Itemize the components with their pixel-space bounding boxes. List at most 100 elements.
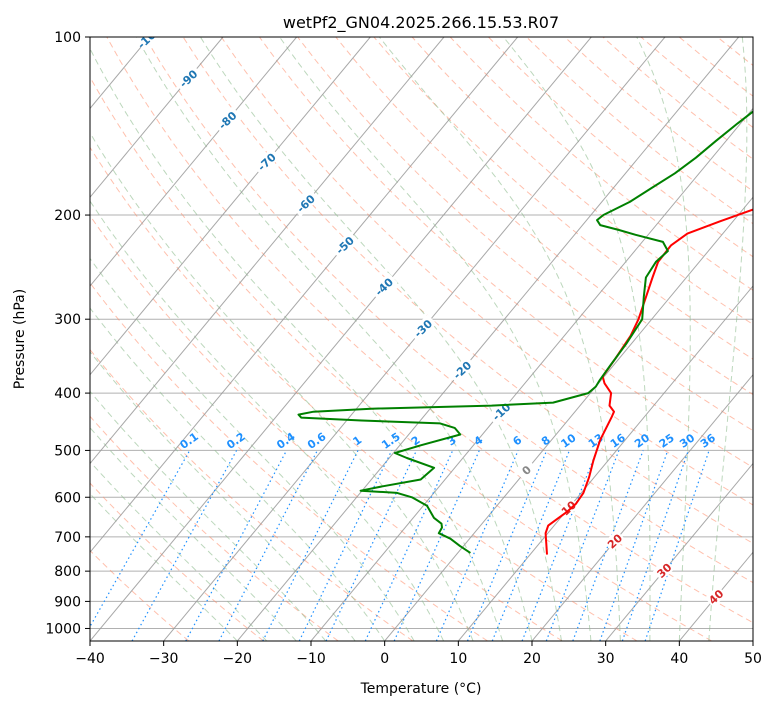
y-tick-label: 700 — [54, 530, 81, 546]
mixing-ratio-label: 0.6 — [305, 430, 329, 452]
mixing-ratio-label: 20 — [632, 431, 652, 451]
isotherm-label: -20 — [447, 356, 476, 384]
y-axis-label: Pressure (hPa) — [12, 289, 28, 389]
isotherm-label: -10 — [487, 397, 515, 425]
isotherm-label: -90 — [174, 64, 202, 92]
x-tick-label: 0 — [380, 651, 389, 667]
isotherm-line — [90, 37, 298, 287]
isotherm-line — [90, 37, 592, 641]
dry-adiabat-line — [90, 76, 712, 641]
x-tick-label: 40 — [670, 651, 688, 667]
x-tick-label: −30 — [149, 651, 179, 667]
isotherm-line — [90, 37, 224, 199]
mixing-ratio-line — [466, 450, 548, 641]
dry-adiabat-line — [90, 282, 488, 641]
y-tick-label: 400 — [54, 386, 81, 402]
dry-adiabat-line — [716, 37, 753, 67]
isotherm-line — [457, 285, 753, 641]
line-labels: 0.1 0.2 0.4 0.6 1 1.5 2 3 4 6 8 10 13 16 20 25 30 36-100-… — [135, 37, 727, 608]
moist-adiabat-line — [90, 307, 386, 641]
mixing-ratio-label: 36 — [698, 431, 718, 451]
moist-adiabat-line — [279, 37, 592, 641]
plot-frame — [89, 36, 754, 642]
mixing-ratio-label: 1 — [350, 433, 364, 448]
dry-adiabat-line — [678, 37, 753, 97]
dry-adiabat-line — [335, 37, 753, 396]
x-tick-label: −40 — [75, 651, 105, 667]
isotherm-line — [90, 37, 445, 465]
isotherm-label: -60 — [291, 189, 320, 217]
isotherm-line — [678, 551, 753, 641]
isotherm-line — [310, 107, 753, 641]
isotherm-line — [90, 37, 371, 376]
dry-adiabat-line — [640, 37, 753, 129]
chart-title: wetPf2_GN04.2025.266.15.53.R07 — [283, 13, 559, 33]
dry-adiabat-line — [220, 37, 753, 506]
mixing-ratio-line — [491, 450, 570, 641]
y-tick-label: 600 — [54, 490, 81, 506]
mixing-ratio-line — [621, 450, 689, 641]
y-tick-label: 300 — [54, 312, 81, 328]
isotherm-line — [90, 37, 519, 554]
dry-adiabat-line — [90, 482, 264, 641]
axes: −40 −30 −20 −10 0 10 20 30 40 5010020030040050060… — [45, 30, 762, 667]
moist-adiabat-line — [90, 390, 327, 641]
x-tick-label: −20 — [223, 651, 253, 667]
y-tick-label: 800 — [54, 564, 81, 580]
x-tick-label: 30 — [597, 651, 615, 667]
mixing-ratio-line — [521, 450, 598, 641]
mixing-ratio-line — [90, 450, 191, 628]
x-tick-label: 10 — [449, 651, 467, 667]
dry-adiabat-line — [106, 37, 753, 624]
moist-adiabat-line — [90, 131, 474, 641]
y-tick-label: 500 — [54, 443, 81, 459]
moist-adiabat-line — [636, 37, 691, 641]
y-tick-label: 1000 — [45, 621, 81, 637]
dry-adiabat-line — [411, 37, 753, 326]
isotherm-label: -80 — [213, 106, 242, 134]
mixing-ratio-line — [393, 450, 480, 641]
background-lines — [0, 37, 775, 641]
dry-adiabat-line — [297, 37, 753, 432]
dry-adiabat-line — [90, 549, 190, 641]
isotherm-label: 0 — [515, 458, 538, 481]
mixing-ratio-label: 10 — [559, 431, 579, 451]
dry-adiabat-line — [373, 37, 753, 360]
dry-adiabat-line — [90, 146, 638, 641]
dewpoint-profile-line — [297, 110, 753, 554]
isotherm-line — [163, 37, 666, 641]
isotherm-label: 20 — [603, 529, 626, 552]
dry-adiabat-line — [756, 37, 775, 641]
dry-adiabat-line — [564, 37, 753, 192]
moist-adiabat-line — [90, 47, 503, 641]
x-tick-label: 20 — [523, 651, 541, 667]
mixing-ratio-label: 30 — [677, 431, 697, 451]
mixing-ratio-label: 0.4 — [274, 430, 298, 452]
dry-adiabat-line — [90, 348, 414, 641]
isotherm-line — [605, 462, 753, 641]
x-axis-label: Temperature (°C) — [360, 681, 482, 697]
mixing-ratio-line — [298, 450, 393, 641]
mixing-ratio-label: 0.2 — [224, 430, 247, 452]
isotherm-label: 40 — [704, 585, 727, 608]
isotherm-line — [0, 37, 2, 641]
mixing-ratio-label: 1.5 — [379, 430, 402, 452]
isotherm-line — [752, 640, 753, 641]
mixing-ratio-label: 4 — [472, 433, 486, 448]
mixing-ratio-line — [262, 450, 359, 641]
moist-adiabat-line — [199, 37, 562, 641]
mixing-ratio-label: 6 — [510, 433, 524, 448]
moist-adiabat-line — [90, 257, 415, 641]
profile-series — [297, 110, 753, 555]
isotherm-label: -30 — [408, 314, 437, 342]
mixing-ratio-line — [644, 450, 710, 641]
mixing-ratio-label: 0.1 — [177, 430, 200, 452]
y-tick-label: 900 — [54, 594, 81, 610]
mixing-ratio-label: 16 — [608, 431, 628, 451]
moist-adiabat-line — [90, 492, 238, 641]
y-tick-label: 100 — [54, 30, 81, 46]
moist-adiabat-line — [90, 351, 356, 641]
isotherm-label: 30 — [652, 559, 675, 582]
isotherm-line — [236, 37, 740, 641]
mixing-ratio-line — [435, 450, 519, 641]
